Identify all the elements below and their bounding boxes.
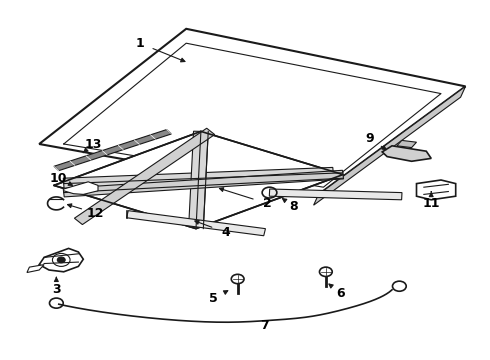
Text: 9: 9 bbox=[366, 132, 374, 145]
Text: 7: 7 bbox=[260, 319, 269, 332]
Text: 13: 13 bbox=[84, 138, 102, 150]
Text: 8: 8 bbox=[290, 201, 298, 213]
Polygon shape bbox=[74, 128, 215, 225]
Circle shape bbox=[231, 274, 244, 284]
Text: 6: 6 bbox=[336, 287, 345, 300]
Polygon shape bbox=[27, 265, 44, 273]
Polygon shape bbox=[270, 189, 402, 200]
Polygon shape bbox=[314, 86, 466, 205]
Text: 5: 5 bbox=[209, 292, 218, 305]
Polygon shape bbox=[189, 131, 208, 227]
Polygon shape bbox=[416, 180, 456, 200]
Circle shape bbox=[319, 267, 332, 276]
Text: 3: 3 bbox=[52, 283, 61, 296]
Circle shape bbox=[57, 257, 65, 263]
Polygon shape bbox=[63, 170, 343, 197]
Polygon shape bbox=[63, 167, 334, 189]
Polygon shape bbox=[382, 146, 431, 161]
Polygon shape bbox=[54, 131, 343, 229]
Text: 12: 12 bbox=[87, 207, 104, 220]
Text: 1: 1 bbox=[135, 37, 144, 50]
Polygon shape bbox=[39, 248, 83, 272]
Text: 2: 2 bbox=[263, 197, 271, 210]
Text: 4: 4 bbox=[221, 226, 230, 239]
Polygon shape bbox=[64, 182, 98, 194]
Polygon shape bbox=[397, 140, 416, 148]
Text: 11: 11 bbox=[422, 197, 440, 210]
Polygon shape bbox=[126, 211, 266, 236]
Polygon shape bbox=[54, 130, 172, 171]
Polygon shape bbox=[39, 29, 466, 194]
Text: 10: 10 bbox=[50, 172, 68, 185]
